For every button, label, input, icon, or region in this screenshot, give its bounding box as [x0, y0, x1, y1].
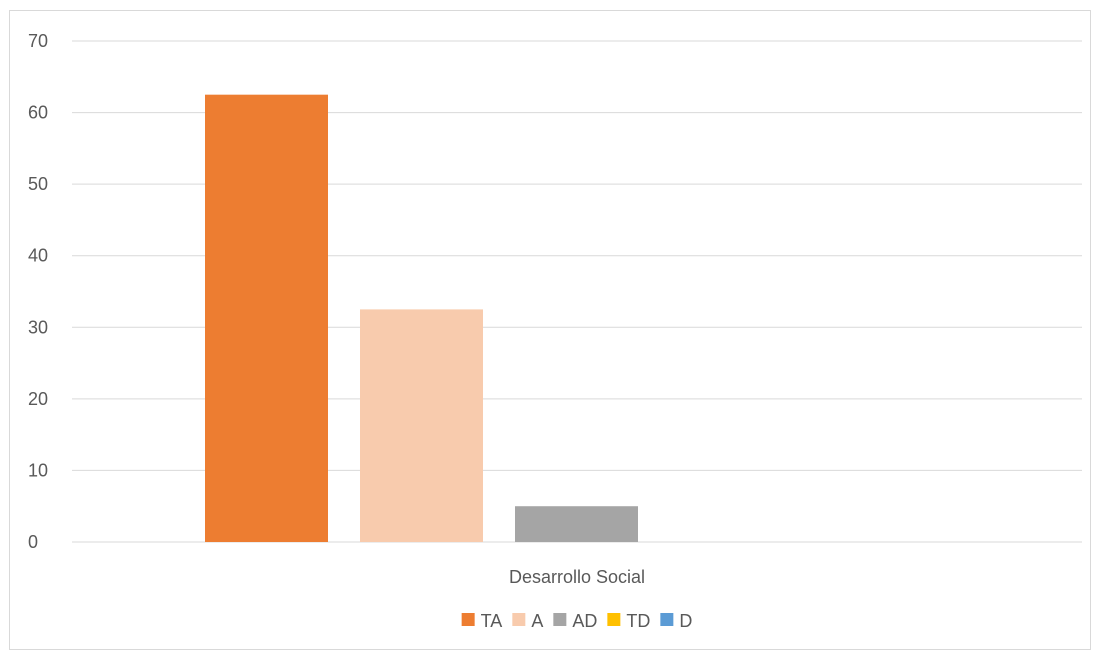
x-axis-category-labels: Desarrollo Social	[509, 567, 645, 587]
legend-marker-d	[660, 613, 674, 626]
legend-marker-ta	[461, 613, 475, 626]
legend-label: AD	[572, 611, 597, 631]
legend-marker-a	[512, 613, 526, 626]
bars	[205, 94, 638, 542]
legend-label: D	[679, 611, 692, 631]
legend-label: TD	[626, 611, 650, 631]
bar-ad	[515, 506, 638, 542]
y-tick-label: 70	[28, 31, 48, 51]
y-tick-label: 20	[28, 389, 48, 409]
bar-ta	[205, 94, 328, 542]
legend-label: TA	[481, 611, 503, 631]
chart-frame	[9, 10, 1091, 650]
legend-marker-ad	[553, 613, 567, 626]
y-tick-label: 30	[28, 317, 48, 337]
legend-marker-td	[607, 613, 621, 626]
x-category-label: Desarrollo Social	[509, 567, 645, 587]
y-tick-label: 50	[28, 174, 48, 194]
bar-a	[360, 309, 483, 542]
y-tick-label: 10	[28, 460, 48, 480]
y-axis-tick-labels: 0 10 20 30 40 50 60 70	[28, 31, 48, 552]
y-tick-label: 40	[28, 246, 48, 266]
y-tick-label: 0	[28, 532, 38, 552]
legend-label: A	[531, 611, 543, 631]
legend: TA A AD TD D	[461, 611, 692, 631]
y-tick-label: 60	[28, 103, 48, 123]
